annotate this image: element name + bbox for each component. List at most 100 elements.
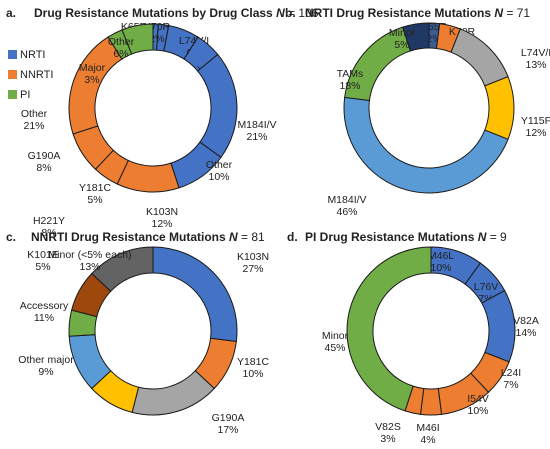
slice-minor-7: [346, 246, 432, 412]
slice-minor-6: [402, 22, 430, 52]
slice-percent: 6%: [113, 48, 128, 60]
slice-name: Other: [108, 36, 135, 48]
slice-percent: 5%: [87, 194, 102, 206]
sample-size-label: N: [494, 6, 503, 20]
chart-title: NRTI Drug Resistance Mutations N = 71: [305, 6, 530, 20]
chart-title: PI Drug Resistance Mutations N = 9: [305, 230, 507, 244]
slice-percent: 5%: [35, 261, 50, 273]
slice-name: Other major: [18, 354, 74, 366]
panel-letter: c.: [6, 230, 16, 244]
slice-g190a-2: [131, 369, 215, 416]
slice-label-m46i: M46I 4%: [416, 422, 439, 446]
slice-name: Y181C: [237, 356, 270, 368]
slice-percent: 10%: [242, 368, 263, 380]
slice-percent: 17%: [217, 424, 238, 436]
slice-percent: 10%: [467, 405, 488, 417]
chart-title-text: NNRTI Drug Resistance Mutations: [31, 230, 229, 244]
slice-label-other: Other 6%: [108, 36, 135, 60]
slice-name: TAMs: [337, 68, 364, 80]
slice-label-tams: TAMs 18%: [337, 68, 364, 92]
slice-name: V82S: [375, 421, 401, 433]
sample-size-value: = 81: [238, 230, 265, 244]
slice-y115f-3: [484, 76, 515, 140]
legend-swatch-pi: [8, 90, 17, 99]
sample-size-value: = 71: [503, 6, 530, 20]
legend-label-pi: PI: [20, 89, 30, 101]
slice-name: Other: [206, 159, 233, 171]
legend-swatch-nrti: [8, 50, 17, 59]
slice-label-v82s: V82S 3%: [375, 421, 401, 445]
slice-label-m184i-v: M184I/V 21%: [237, 119, 276, 143]
slice-name: Other: [21, 108, 48, 120]
slice-percent: 27%: [242, 263, 263, 275]
slice-name: K103N: [146, 206, 178, 218]
chart-title: NNRTI Drug Resistance Mutations N = 81: [31, 230, 265, 244]
slice-percent: 9%: [38, 366, 53, 378]
panel-c: c. NNRTI Drug Resistance Mutations N = 81…: [6, 215, 269, 436]
chart-title: Drug Resistance Mutations by Drug Class …: [34, 6, 319, 20]
slice-m184i-v-4: [343, 96, 509, 194]
slice-percent: 7%: [503, 379, 518, 391]
slice-percent: 11%: [34, 312, 54, 324]
slice-percent: 12%: [525, 127, 546, 139]
slice-percent: 14%: [515, 327, 536, 339]
slice-percent: 5%: [394, 39, 409, 51]
slice-label-y181c: Y181C 10%: [237, 356, 270, 380]
slice-label-other-major: Other major 9%: [18, 354, 74, 378]
slice-label-major: Major 3%: [79, 62, 106, 86]
slice-name: Minor: [322, 330, 349, 342]
slice-percent: 3%: [380, 433, 395, 445]
legend-label-nrti: NRTI: [20, 49, 45, 61]
slice-name: Accessory: [20, 300, 69, 312]
slice-label-other: Other 10%: [206, 159, 233, 183]
slice-name: I54V: [467, 393, 489, 405]
sample-size-label: N: [229, 230, 238, 244]
slice-name: Y181C: [79, 182, 112, 194]
slice-minor-5-each-7: [91, 246, 154, 293]
slice-percent: 13%: [79, 261, 100, 273]
slice-label-l24i: L24I 7%: [501, 367, 521, 391]
slice-percent: 12%: [151, 218, 172, 230]
slice-label-i54v: I54V 10%: [467, 393, 489, 417]
slice-label-minor-5-each: Minor (<5% each) 13%: [48, 249, 131, 273]
slice-percent: 18%: [339, 80, 360, 92]
slice-percent: 10%: [430, 262, 451, 274]
sample-size-label: N: [478, 230, 487, 244]
slice-label-l74v-i: L74V/I 13%: [521, 47, 550, 71]
panel-letter: a.: [6, 6, 16, 20]
slice-name: G190A: [212, 412, 245, 424]
legend-label-nnrti: NNRTI: [20, 69, 53, 81]
slice-name: L76V: [474, 281, 499, 293]
panel-letter: b.: [285, 6, 296, 20]
legend-swatch-nnrti: [8, 70, 17, 79]
slice-percent: 13%: [525, 59, 546, 71]
slice-other-11: [121, 23, 154, 55]
slice-label-g190a: G190A 17%: [212, 412, 245, 436]
slice-label-y181c: Y181C 5%: [79, 182, 112, 206]
slice-name: Major: [79, 62, 106, 74]
slice-name: K103N: [237, 251, 269, 263]
slice-l74v-i-2: [450, 28, 509, 87]
slice-percent: 3%: [84, 74, 99, 86]
slice-percent: 46%: [336, 206, 357, 218]
slice-percent: 21%: [246, 131, 267, 143]
slice-label-minor: Minor 5%: [389, 27, 416, 51]
chart-title-text: Drug Resistance Mutations by Drug Class: [34, 6, 276, 20]
slice-label-accessory: Accessory 11%: [20, 300, 69, 324]
slice-percent: 8%: [41, 227, 56, 239]
slice-percent: 4%: [420, 434, 435, 446]
slice-label-v82a: V82A 14%: [513, 315, 539, 339]
slice-name: M184I/V: [237, 119, 276, 131]
slice-v82a-2: [481, 289, 516, 363]
sample-size-value: = 9: [486, 230, 507, 244]
slice-label-k103n: K103N 27%: [237, 251, 269, 275]
slice-name: M46I: [416, 422, 439, 434]
slice-name: Minor: [389, 27, 416, 39]
slice-label-other: Other 21%: [21, 108, 48, 132]
slice-percent: 21%: [23, 120, 44, 132]
chart-title-text: PI Drug Resistance Mutations: [305, 230, 478, 244]
slice-name: V82A: [513, 315, 539, 327]
chart-title-text: NRTI Drug Resistance Mutations: [305, 6, 494, 20]
slice-name: M184I/V: [327, 194, 366, 206]
slice-label-k101e: K101E 5%: [27, 249, 59, 273]
